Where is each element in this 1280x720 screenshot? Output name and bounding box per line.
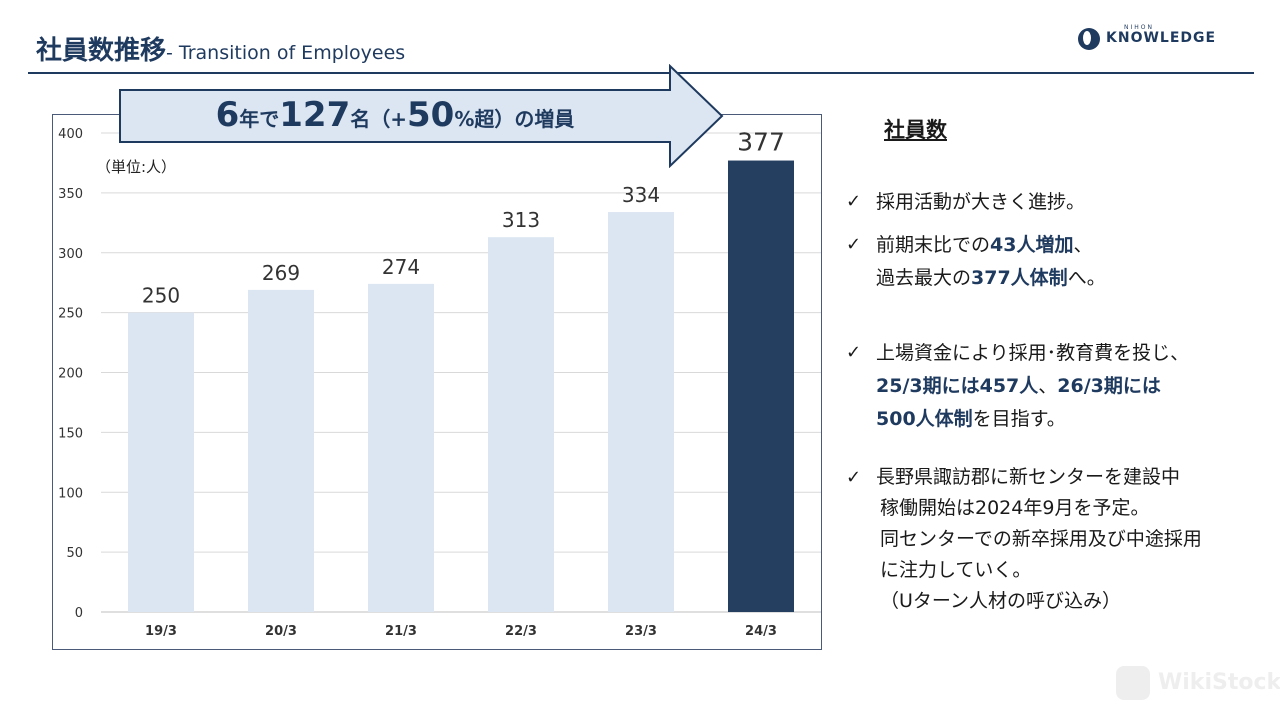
company-logo: NIHON KNOWLEDGE <box>1078 24 1248 52</box>
x-tick-label: 24/3 <box>745 624 777 639</box>
x-tick-label: 23/3 <box>625 624 657 639</box>
bar-chart-svg: 0 50 100 150 200 250 300 350 400 250 19/3 269 20/3 27… <box>58 127 821 639</box>
logo-main-text: KNOWLEDGE <box>1106 30 1217 46</box>
y-tick-label: 250 <box>58 307 83 322</box>
bullet-2-line-1: 前期末比での43人増加、 <box>876 229 1106 262</box>
y-tick-label: 350 <box>58 187 83 202</box>
header-divider <box>28 72 1254 74</box>
bullet-2-text-a: 前期末比での <box>876 234 991 256</box>
check-icon: ✓ <box>846 342 862 363</box>
bullet-4-line-3: 同センターでの新卒採用及び中途採用 <box>880 528 1202 550</box>
bullet-2-text-d: へ。 <box>1067 267 1106 289</box>
bullet-3-line-2: 25/3期には457人、26/3期には <box>876 370 1189 403</box>
banner-years: 6 <box>215 95 240 135</box>
growth-arrow-banner <box>119 64 724 168</box>
x-tick-label: 20/3 <box>265 624 297 639</box>
bullet-2-text-c: 過去最大の <box>876 267 972 289</box>
bar <box>488 237 554 612</box>
bullet-3: 上場資金により採用･教育費を投じ、 25/3期には457人、26/3期には 50… <box>876 337 1189 436</box>
watermark-icon <box>1116 666 1150 700</box>
bullet-3-text-b: を目指す。 <box>972 408 1066 430</box>
bullet-4-line-2: 稼働開始は2024年9月を予定。 <box>880 497 1150 519</box>
bar <box>728 160 794 613</box>
bullet-2-line-2: 過去最大の377人体制へ。 <box>876 262 1106 295</box>
data-label: 334 <box>622 183 660 207</box>
bar <box>368 283 434 612</box>
employee-chart: 0 50 100 150 200 250 300 350 400 250 19/3 269 20/3 27… <box>52 114 822 650</box>
y-tick-label: 150 <box>58 426 83 441</box>
bullet-4-line-4: に注力していく。 <box>880 559 1032 581</box>
bullet-3-line-3: 500人体制を目指す。 <box>876 403 1189 436</box>
data-label: 250 <box>142 284 180 308</box>
check-icon: ✓ <box>846 467 862 488</box>
check-icon: ✓ <box>846 191 862 212</box>
unit-label: （単位:人） <box>96 158 177 176</box>
x-tick-label: 19/3 <box>145 624 177 639</box>
y-tick-label: 0 <box>75 606 83 621</box>
bar <box>608 212 674 612</box>
y-tick-label: 50 <box>66 546 83 561</box>
y-tick-label: 300 <box>58 247 83 262</box>
watermark-text: WikiStock <box>1158 670 1280 695</box>
bullet-3-highlight-a: 25/3期には457人 <box>876 375 1039 397</box>
x-tick-label: 22/3 <box>505 624 537 639</box>
data-label: 313 <box>502 208 540 232</box>
y-tick-label: 400 <box>58 127 83 142</box>
bar <box>128 312 194 612</box>
page-header: 社員数推移- Transition of Employees <box>36 30 405 70</box>
banner-increase: 127 <box>279 95 351 135</box>
banner-text-3: %超）の増員 <box>454 107 575 131</box>
bullet-4: 長野県諏訪郡に新センターを建設中 稼働開始は2024年9月を予定。 同センターで… <box>876 462 1202 617</box>
bullet-2-highlight-a: 43人増加 <box>990 234 1074 256</box>
arrow-shape <box>119 64 724 168</box>
bullet-3-line-1: 上場資金により採用･教育費を投じ、 <box>876 342 1190 364</box>
data-label: 269 <box>262 261 300 285</box>
employees-heading: 社員数 <box>884 118 947 142</box>
page-subtitle: - Transition of Employees <box>166 42 406 64</box>
growth-banner-text: 6年で127名（+50%超）の増員 <box>120 86 670 144</box>
bullet-3-highlight-b: 26/3期には <box>1057 375 1161 397</box>
bullet-2: 前期末比での43人増加、 過去最大の377人体制へ。 <box>876 229 1106 295</box>
x-tick-label: 21/3 <box>385 624 417 639</box>
bullet-1-line-1: 採用活動が大きく進捗。 <box>876 191 1086 213</box>
banner-text-1: 年で <box>239 107 280 131</box>
bullet-2-highlight-b: 377人体制 <box>971 267 1068 289</box>
page-title: 社員数推移 <box>36 36 167 66</box>
data-label: 274 <box>382 255 420 279</box>
logo-top-text: NIHON <box>1124 24 1154 31</box>
bullet-1: 採用活動が大きく進捗。 <box>876 186 1085 219</box>
bullet-4-line-5: （Uターン人材の呼び込み） <box>880 590 1121 612</box>
banner-text-2: 名（+ <box>350 107 408 131</box>
banner-percent: 50 <box>407 95 455 135</box>
data-label: 377 <box>737 128 785 157</box>
logo-globe-icon <box>1078 28 1100 50</box>
y-tick-label: 200 <box>58 367 83 382</box>
y-tick-label: 100 <box>58 486 83 501</box>
bullet-3-highlight-c: 500人体制 <box>876 408 973 430</box>
bullet-3-text-a: 、 <box>1038 375 1058 397</box>
bar <box>248 289 314 612</box>
bullet-2-text-b: 、 <box>1073 234 1093 256</box>
bullet-4-line-1: 長野県諏訪郡に新センターを建設中 <box>876 466 1181 488</box>
check-icon: ✓ <box>846 234 862 255</box>
